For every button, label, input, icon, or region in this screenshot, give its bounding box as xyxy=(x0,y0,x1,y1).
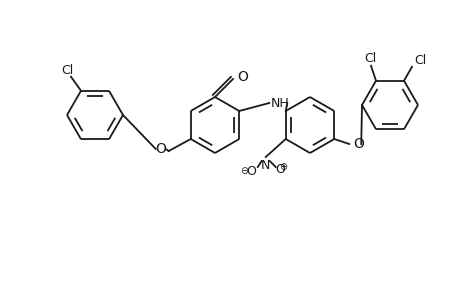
Text: Cl: Cl xyxy=(61,64,73,77)
Text: O: O xyxy=(155,142,166,156)
Text: N: N xyxy=(261,159,270,172)
Text: O: O xyxy=(246,164,255,178)
Text: Cl: Cl xyxy=(413,54,425,67)
Text: Cl: Cl xyxy=(363,52,375,65)
Text: NH: NH xyxy=(271,97,289,110)
Text: ⊕: ⊕ xyxy=(278,162,286,172)
Text: ⊖: ⊖ xyxy=(239,166,247,176)
Text: O: O xyxy=(274,163,284,176)
Text: O: O xyxy=(353,137,364,151)
Text: O: O xyxy=(236,70,247,84)
